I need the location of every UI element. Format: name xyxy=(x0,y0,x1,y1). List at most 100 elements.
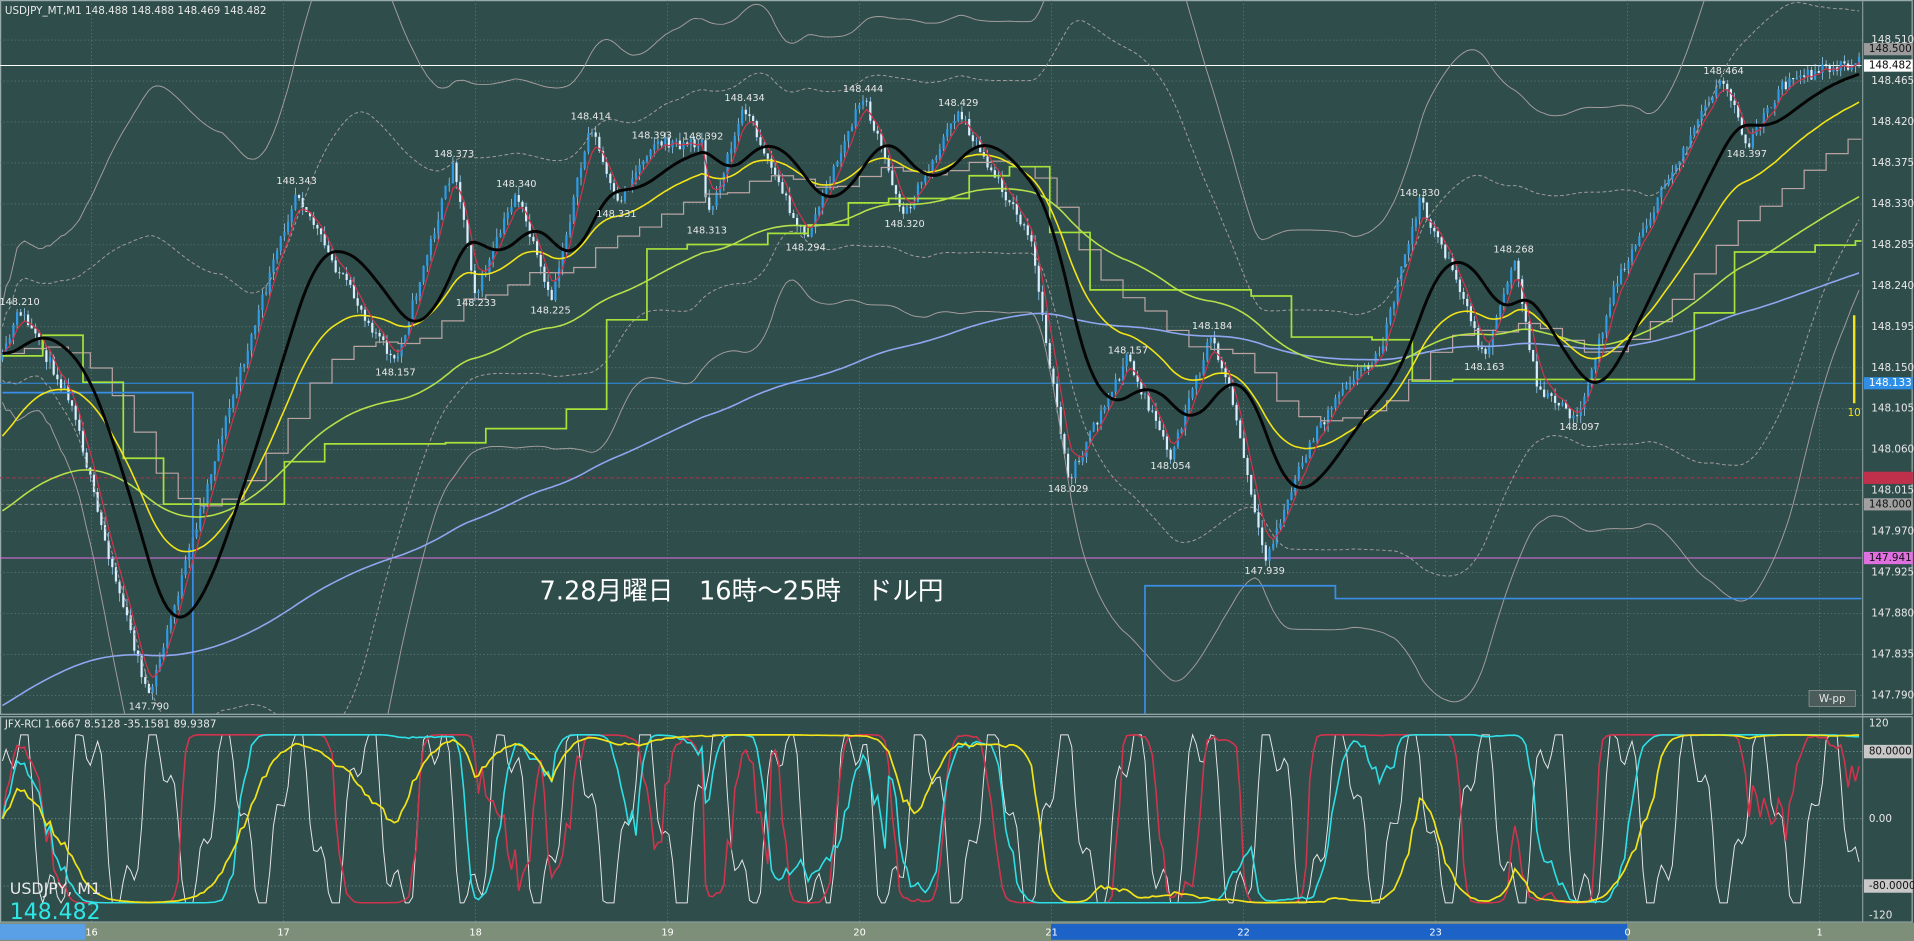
candle-body xyxy=(272,259,275,273)
candle-body xyxy=(546,281,550,290)
y-tick-label: 147.790 xyxy=(1871,689,1914,701)
y-tick-label: 148.465 xyxy=(1871,75,1914,87)
candle-body xyxy=(693,139,696,148)
candle-body xyxy=(909,207,912,209)
candle-body xyxy=(517,195,520,202)
candle-body xyxy=(173,605,176,619)
candle-body xyxy=(883,146,887,159)
candle-body xyxy=(1447,258,1451,259)
candle-body xyxy=(103,525,107,541)
candle-body xyxy=(920,182,923,185)
candle-body xyxy=(294,194,297,210)
candle-body xyxy=(557,267,561,282)
y-tick-label: 147.970 xyxy=(1871,526,1914,538)
candle-body xyxy=(1612,286,1615,304)
candle-body xyxy=(1180,429,1183,433)
candle-body xyxy=(1795,77,1798,80)
candle-body xyxy=(1759,126,1762,128)
candle-body xyxy=(601,150,605,162)
candle-body xyxy=(8,338,11,344)
price-annotation: 148.097 xyxy=(1559,422,1599,433)
price-annotation: 148.210 xyxy=(0,297,40,308)
candle-body xyxy=(722,173,725,187)
x-tick-label: 16 xyxy=(85,927,97,938)
candle-body xyxy=(1495,316,1498,330)
price-annotation: 148.331 xyxy=(596,209,636,220)
candle-body xyxy=(1004,191,1007,201)
candle-body xyxy=(1433,227,1436,232)
candle-body xyxy=(235,385,238,396)
price-annotation: 148.414 xyxy=(571,111,611,122)
candle-body xyxy=(1037,265,1040,292)
x-tick-label: 1 xyxy=(1817,927,1823,938)
candle-body xyxy=(210,474,213,484)
candle-body xyxy=(1162,430,1165,437)
candle-body xyxy=(462,201,465,220)
candle-body xyxy=(1220,359,1223,369)
candle-body xyxy=(195,528,198,537)
candle-body xyxy=(1403,254,1407,267)
candle-body xyxy=(1352,379,1355,384)
candle-body xyxy=(1539,386,1542,390)
candle-body xyxy=(349,279,352,285)
symbol-name: USDJPY, M1 xyxy=(10,879,101,898)
candle-body xyxy=(492,248,495,260)
candle-body xyxy=(144,677,147,684)
candle-body xyxy=(1239,420,1242,439)
price-annotation: 148.464 xyxy=(1703,66,1743,77)
candle-body xyxy=(1429,219,1432,228)
candle-body xyxy=(323,234,326,246)
candle-body xyxy=(319,228,323,235)
candle-body xyxy=(382,336,385,341)
candle-body xyxy=(704,140,707,198)
candle-body xyxy=(843,141,846,154)
candle-body xyxy=(1770,107,1773,109)
candle-body xyxy=(1781,81,1784,90)
candle-body xyxy=(1535,361,1538,387)
candle-body xyxy=(1041,291,1044,315)
candle-body xyxy=(1634,245,1637,250)
candle-body xyxy=(1444,244,1447,259)
candle-body xyxy=(898,193,901,207)
candle-body xyxy=(568,221,572,235)
candle-body xyxy=(81,430,85,453)
candle-body xyxy=(1099,410,1103,425)
candle-body xyxy=(122,593,125,608)
candle-body xyxy=(1074,460,1077,479)
candle-body xyxy=(733,135,736,149)
bollinger-band xyxy=(2,219,1860,714)
candle-body xyxy=(1543,389,1546,397)
candle-body xyxy=(953,120,956,124)
candle-body xyxy=(1480,347,1483,349)
candle-body xyxy=(1055,383,1059,407)
candle-body xyxy=(935,157,938,161)
candle-body xyxy=(594,132,597,137)
candle-body xyxy=(664,137,667,146)
candle-body xyxy=(612,183,616,194)
bollinger-band xyxy=(1,2,1860,327)
candle-body xyxy=(821,193,824,208)
candle-body xyxy=(763,144,766,154)
candle-body xyxy=(785,193,788,196)
price-annotation: 147.939 xyxy=(1244,566,1284,577)
price-annotation: 148.373 xyxy=(434,149,474,160)
candle-body xyxy=(1828,65,1831,72)
candle-body xyxy=(1272,544,1275,549)
candle-body xyxy=(1663,184,1667,188)
candle-body xyxy=(1678,161,1681,166)
candle-body xyxy=(1045,314,1048,344)
candle-body xyxy=(74,405,77,420)
candle-body xyxy=(1546,393,1549,397)
candle-body xyxy=(817,207,821,215)
candle-body xyxy=(770,158,773,168)
candle-body xyxy=(407,323,411,336)
candle-body xyxy=(1704,105,1707,112)
candle-body xyxy=(396,356,400,359)
candle-body xyxy=(107,540,110,559)
blue-stair xyxy=(2,391,1862,714)
candle-body xyxy=(887,158,890,171)
candle-body xyxy=(1641,228,1645,237)
candle-body xyxy=(56,374,59,380)
candle-body xyxy=(1286,499,1289,510)
